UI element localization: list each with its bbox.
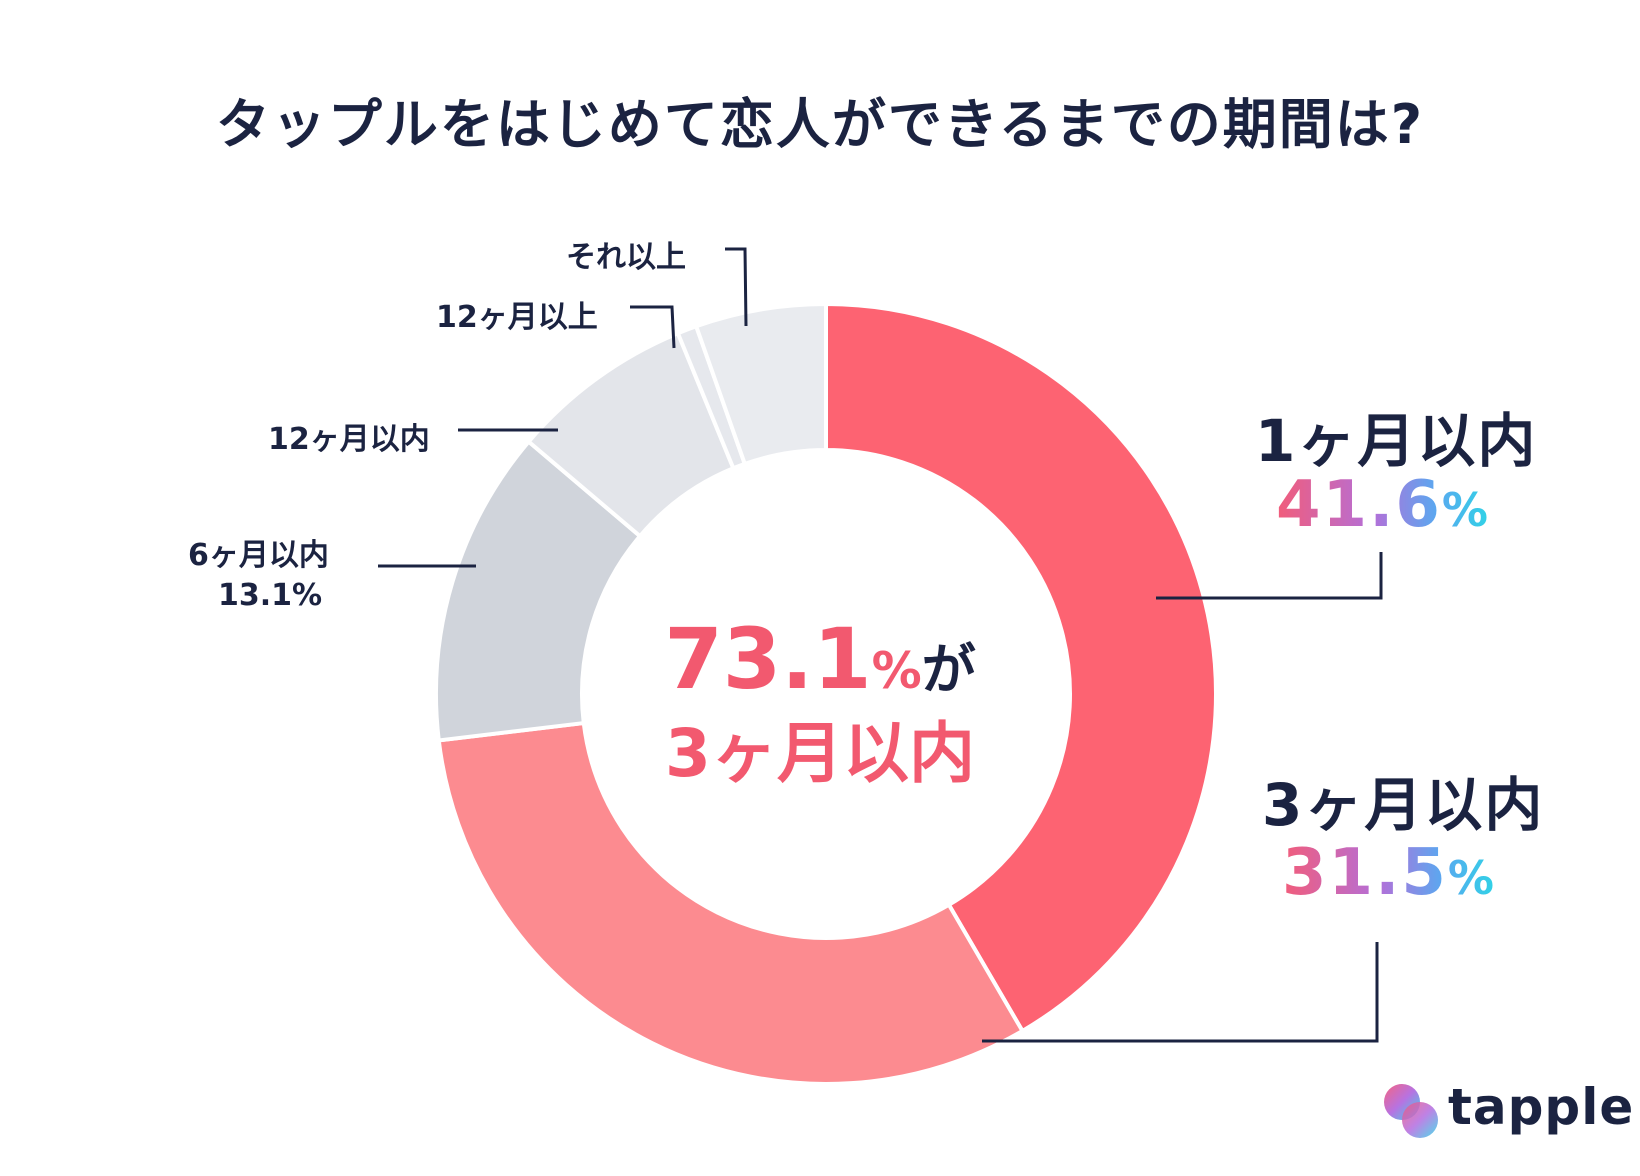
value-6month: 13.1%: [218, 578, 323, 613]
value-3month: 31.5%: [1282, 836, 1496, 910]
donut-slices: [434, 301, 1218, 1086]
label-more: それ以上: [566, 240, 686, 275]
leader-line-12over: [630, 305, 676, 349]
leader-line-more: [725, 247, 748, 327]
center-value: 73.1%が: [650, 610, 990, 708]
label-12month-over: 12ヶ月以上: [436, 300, 598, 335]
slice-0: [824, 301, 1218, 1034]
label-6month: 6ヶ月以内: [188, 538, 329, 573]
center-suffix: が: [921, 638, 976, 701]
slice-1: [436, 720, 1026, 1086]
center-percent: 73.1: [664, 610, 872, 708]
value-1month: 41.6%: [1276, 468, 1490, 542]
brand-logo-text: tapple: [1448, 1078, 1635, 1136]
center-caption: 3ヶ月以内: [665, 715, 975, 792]
tapple-logo-icon: [1384, 1084, 1438, 1138]
center-percent-unit: %: [871, 642, 922, 700]
slice-5: [693, 301, 828, 467]
label-1month: 1ヶ月以内: [1255, 407, 1538, 475]
label-3month: 3ヶ月以内: [1262, 771, 1545, 839]
leader-lines: [378, 247, 1383, 1043]
leader-line-3month: [982, 942, 1379, 1043]
leader-line-1month: [1156, 552, 1383, 600]
chart-title: タップルをはじめて恋人ができるまでの期間は?: [215, 93, 1425, 156]
label-12month-within: 12ヶ月以内: [268, 422, 430, 457]
